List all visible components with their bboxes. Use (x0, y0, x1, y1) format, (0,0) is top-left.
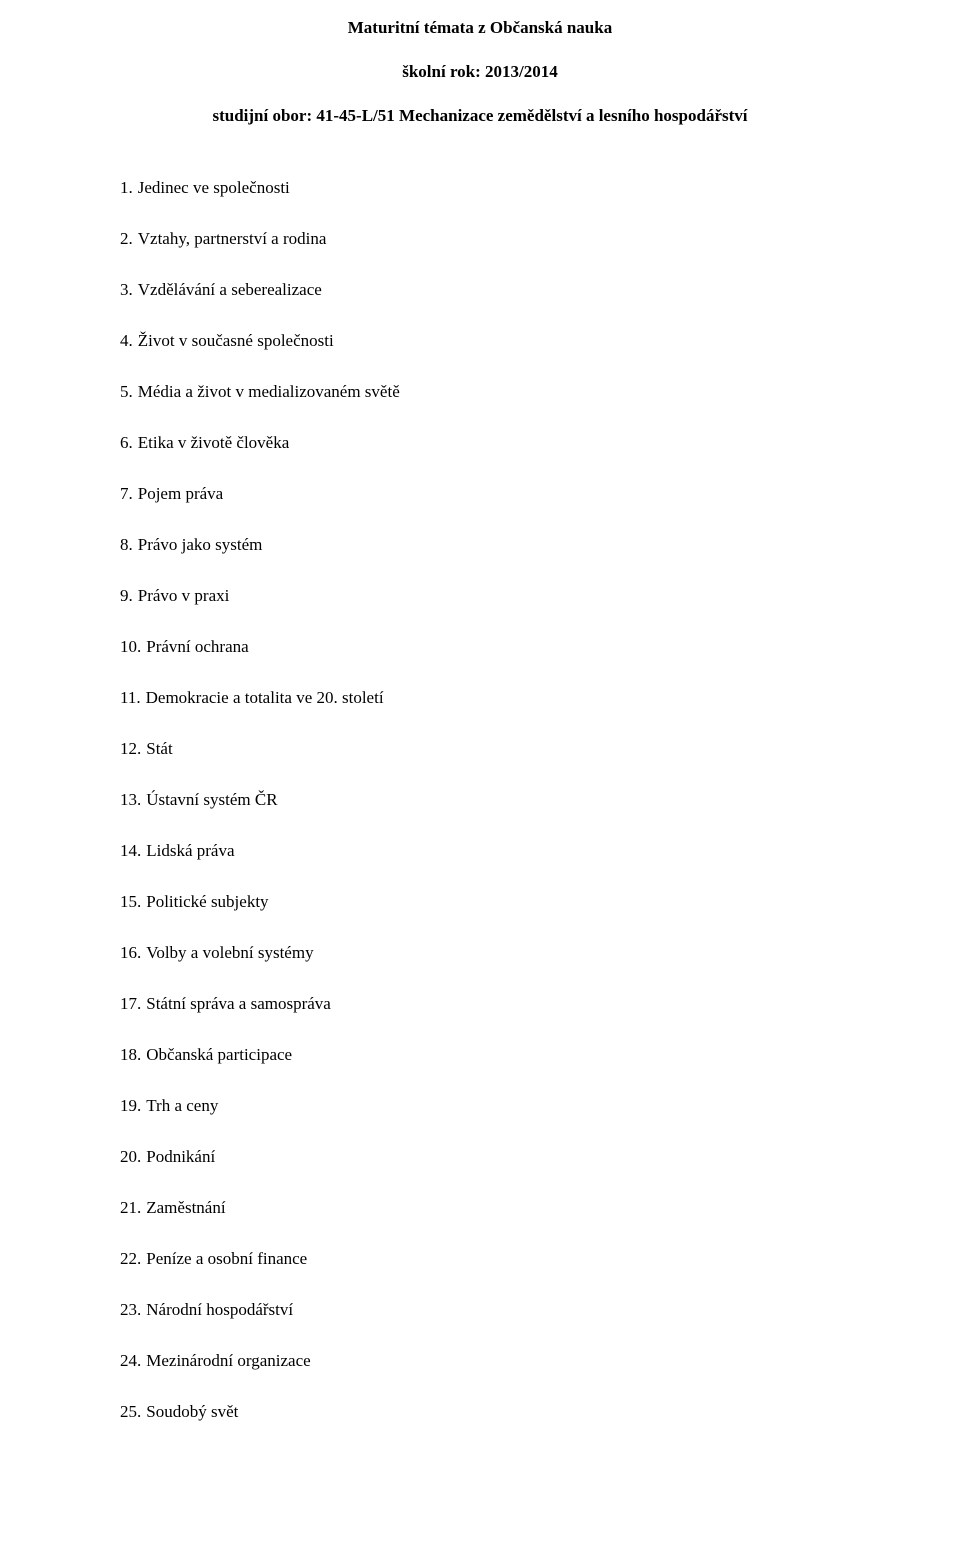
topic-number: 14. (120, 841, 141, 861)
topic-item: 25. Soudobý svět (120, 1402, 840, 1422)
topic-item: 2. Vztahy, partnerství a rodina (120, 229, 840, 249)
topic-item: 21. Zaměstnání (120, 1198, 840, 1218)
topic-number: 21. (120, 1198, 141, 1218)
topic-number: 8. (120, 535, 133, 555)
topic-number: 25. (120, 1402, 141, 1422)
topic-text: Ústavní systém ČR (146, 790, 277, 810)
topic-text: Právo v praxi (138, 586, 230, 606)
topic-item: 13. Ústavní systém ČR (120, 790, 840, 810)
topic-item: 1. Jedinec ve společnosti (120, 178, 840, 198)
topic-number: 12. (120, 739, 141, 759)
document-title: Maturitní témata z Občanská nauka (120, 18, 840, 38)
topic-number: 18. (120, 1045, 141, 1065)
topic-item: 18. Občanská participace (120, 1045, 840, 1065)
topic-number: 10. (120, 637, 141, 657)
topic-text: Pojem práva (138, 484, 223, 504)
topic-text: Právní ochrana (146, 637, 248, 657)
topic-text: Soudobý svět (146, 1402, 238, 1422)
topic-number: 13. (120, 790, 141, 810)
topic-item: 12. Stát (120, 739, 840, 759)
topic-text: Lidská práva (146, 841, 234, 861)
topic-text: Mezinárodní organizace (146, 1351, 310, 1371)
topic-item: 15. Politické subjekty (120, 892, 840, 912)
topic-number: 19. (120, 1096, 141, 1116)
topic-text: Vztahy, partnerství a rodina (138, 229, 327, 249)
topic-text: Vzdělávání a seberealizace (138, 280, 322, 300)
topic-number: 1. (120, 178, 133, 198)
topic-text: Národní hospodářství (146, 1300, 293, 1320)
topic-number: 4. (120, 331, 133, 351)
topic-text: Zaměstnání (146, 1198, 225, 1218)
topic-item: 4. Život v současné společnosti (120, 331, 840, 351)
topic-text: Státní správa a samospráva (146, 994, 331, 1014)
topic-item: 8. Právo jako systém (120, 535, 840, 555)
topic-number: 5. (120, 382, 133, 402)
topic-number: 3. (120, 280, 133, 300)
topic-item: 11. Demokracie a totalita ve 20. století (120, 688, 840, 708)
topic-number: 7. (120, 484, 133, 504)
topic-item: 24. Mezinárodní organizace (120, 1351, 840, 1371)
topic-text: Demokracie a totalita ve 20. století (146, 688, 384, 708)
topic-item: 20. Podnikání (120, 1147, 840, 1167)
topic-text: Politické subjekty (146, 892, 268, 912)
document-header: Maturitní témata z Občanská nauka školní… (120, 18, 840, 126)
topic-item: 10. Právní ochrana (120, 637, 840, 657)
topic-text: Jedinec ve společnosti (138, 178, 290, 198)
topic-number: 15. (120, 892, 141, 912)
school-year: školní rok: 2013/2014 (120, 62, 840, 82)
topic-number: 22. (120, 1249, 141, 1269)
topic-number: 20. (120, 1147, 141, 1167)
topic-item: 14. Lidská práva (120, 841, 840, 861)
topic-item: 22. Peníze a osobní finance (120, 1249, 840, 1269)
topic-number: 6. (120, 433, 133, 453)
topic-number: 17. (120, 994, 141, 1014)
study-field: studijní obor: 41-45-L/51 Mechanizace ze… (120, 106, 840, 126)
topic-item: 9. Právo v praxi (120, 586, 840, 606)
topic-text: Etika v životě člověka (138, 433, 290, 453)
topic-item: 23. Národní hospodářství (120, 1300, 840, 1320)
topic-item: 7. Pojem práva (120, 484, 840, 504)
topic-text: Podnikání (146, 1147, 215, 1167)
topic-number: 9. (120, 586, 133, 606)
topic-text: Trh a ceny (146, 1096, 218, 1116)
topic-item: 5. Média a život v medializovaném světě (120, 382, 840, 402)
topic-text: Peníze a osobní finance (146, 1249, 307, 1269)
topic-text: Občanská participace (146, 1045, 292, 1065)
topic-text: Život v současné společnosti (138, 331, 334, 351)
topic-item: 6. Etika v životě člověka (120, 433, 840, 453)
topic-number: 16. (120, 943, 141, 963)
topic-item: 19. Trh a ceny (120, 1096, 840, 1116)
topic-item: 16. Volby a volební systémy (120, 943, 840, 963)
topic-text: Právo jako systém (138, 535, 263, 555)
topic-text: Volby a volební systémy (146, 943, 313, 963)
topic-number: 23. (120, 1300, 141, 1320)
topic-number: 24. (120, 1351, 141, 1371)
topic-number: 11. (120, 688, 141, 708)
topics-list: 1. Jedinec ve společnosti 2. Vztahy, par… (120, 178, 840, 1422)
topic-item: 17. Státní správa a samospráva (120, 994, 840, 1014)
topic-number: 2. (120, 229, 133, 249)
topic-text: Média a život v medializovaném světě (138, 382, 400, 402)
topic-text: Stát (146, 739, 172, 759)
topic-item: 3. Vzdělávání a seberealizace (120, 280, 840, 300)
